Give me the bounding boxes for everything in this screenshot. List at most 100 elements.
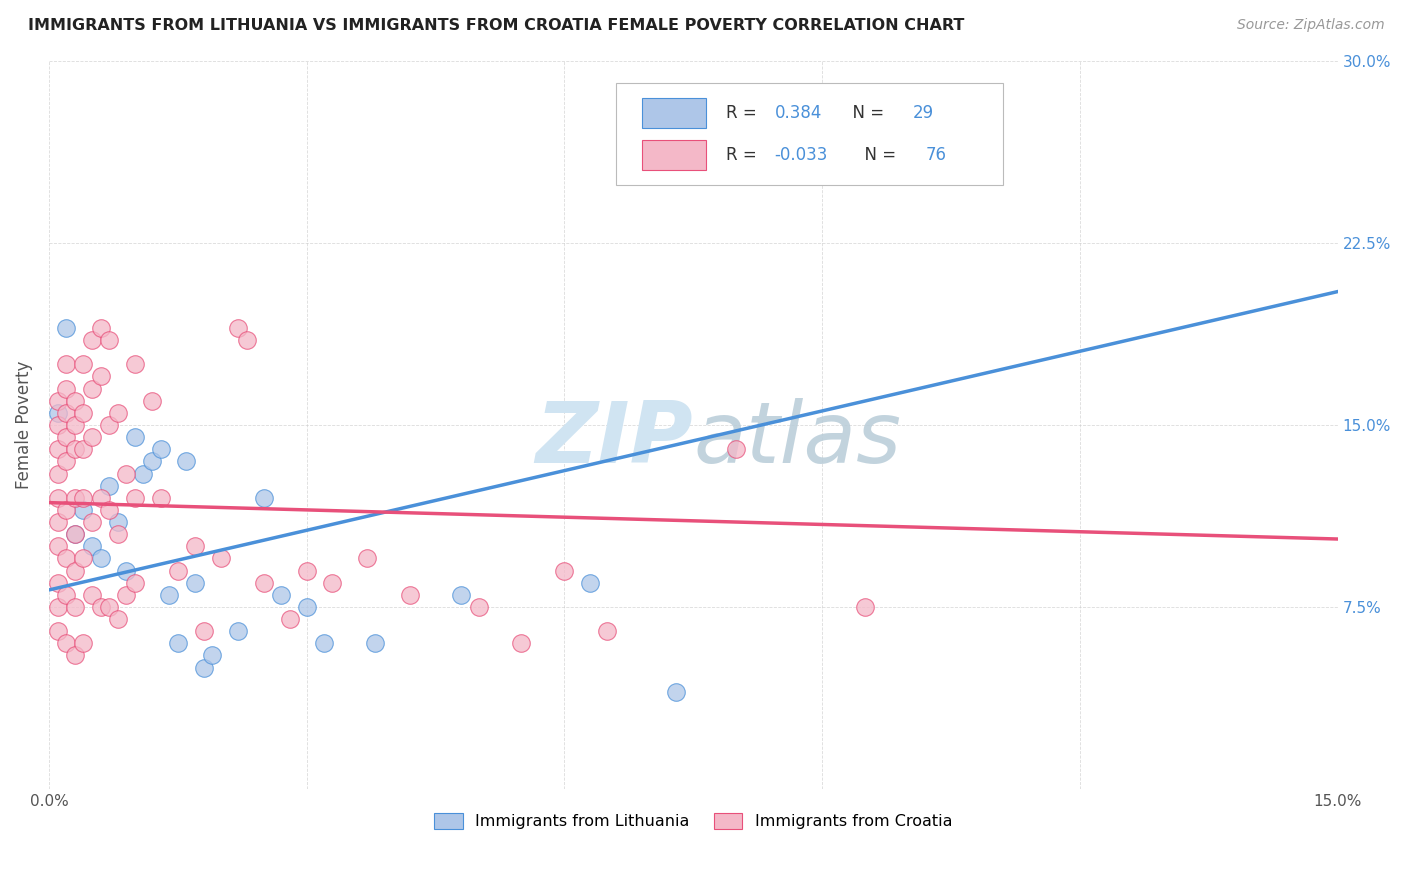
Point [55, 551, 77, 566]
Point [55, 636, 77, 650]
Point [295, 564, 318, 578]
Point [193, 660, 215, 674]
Point [278, 612, 301, 626]
Text: Source: ZipAtlas.com: Source: ZipAtlas.com [1237, 18, 1385, 32]
Point [72, 357, 94, 371]
Point [226, 321, 249, 335]
Point [63, 599, 86, 614]
Point [115, 564, 138, 578]
Text: -0.033: -0.033 [775, 146, 828, 164]
Point [398, 588, 420, 602]
Point [63, 564, 86, 578]
Point [89, 321, 111, 335]
Point [46, 515, 69, 529]
Point [270, 588, 292, 602]
Point [107, 515, 129, 529]
Point [124, 430, 146, 444]
Point [63, 648, 86, 663]
Text: R =: R = [725, 146, 762, 164]
Point [55, 382, 77, 396]
Point [132, 467, 155, 481]
Point [141, 454, 163, 468]
Legend: Immigrants from Lithuania, Immigrants from Croatia: Immigrants from Lithuania, Immigrants fr… [427, 806, 959, 836]
Point [107, 527, 129, 541]
Point [46, 467, 69, 481]
Point [46, 624, 69, 639]
Point [983, 139, 1005, 153]
Point [321, 575, 343, 590]
Point [55, 321, 77, 335]
Point [63, 442, 86, 457]
Point [55, 503, 77, 517]
Point [98, 417, 121, 432]
Point [46, 417, 69, 432]
Point [201, 648, 224, 663]
Text: ZIP: ZIP [536, 398, 693, 481]
Point [115, 467, 138, 481]
Point [98, 478, 121, 492]
Point [46, 442, 69, 457]
Point [89, 599, 111, 614]
Text: IMMIGRANTS FROM LITHUANIA VS IMMIGRANTS FROM CROATIA FEMALE POVERTY CORRELATION : IMMIGRANTS FROM LITHUANIA VS IMMIGRANTS … [28, 18, 965, 33]
FancyBboxPatch shape [616, 83, 1002, 185]
Point [89, 551, 111, 566]
Point [89, 369, 111, 384]
Point [80, 588, 103, 602]
Text: 0.384: 0.384 [775, 103, 823, 122]
Point [553, 564, 575, 578]
Text: 29: 29 [912, 103, 934, 122]
Point [853, 599, 876, 614]
Point [166, 636, 188, 650]
Text: R =: R = [725, 103, 762, 122]
Point [72, 551, 94, 566]
Point [80, 539, 103, 553]
Point [72, 636, 94, 650]
Point [46, 539, 69, 553]
Point [226, 624, 249, 639]
Point [72, 491, 94, 505]
Point [725, 442, 748, 457]
Point [579, 575, 602, 590]
Point [467, 599, 489, 614]
Point [80, 430, 103, 444]
Point [107, 612, 129, 626]
Point [184, 575, 207, 590]
Point [46, 406, 69, 420]
Point [510, 636, 533, 650]
Point [55, 357, 77, 371]
Text: N =: N = [842, 103, 889, 122]
Point [55, 406, 77, 420]
Point [253, 575, 276, 590]
Point [98, 333, 121, 347]
Point [124, 575, 146, 590]
Point [55, 588, 77, 602]
Point [124, 491, 146, 505]
Point [176, 454, 198, 468]
Point [295, 599, 318, 614]
Point [46, 575, 69, 590]
Point [63, 393, 86, 408]
Point [209, 551, 232, 566]
Point [356, 551, 378, 566]
Point [157, 588, 180, 602]
Point [235, 333, 257, 347]
Point [46, 393, 69, 408]
Point [80, 333, 103, 347]
Text: N =: N = [855, 146, 901, 164]
Point [55, 454, 77, 468]
FancyBboxPatch shape [641, 140, 706, 170]
FancyBboxPatch shape [641, 97, 706, 128]
Point [80, 382, 103, 396]
Point [72, 442, 94, 457]
Point [193, 624, 215, 639]
Text: atlas: atlas [693, 398, 901, 481]
Point [253, 491, 276, 505]
Point [450, 588, 472, 602]
Point [89, 491, 111, 505]
Point [98, 599, 121, 614]
Point [312, 636, 335, 650]
Point [98, 503, 121, 517]
Point [63, 491, 86, 505]
Point [149, 491, 172, 505]
Point [72, 503, 94, 517]
